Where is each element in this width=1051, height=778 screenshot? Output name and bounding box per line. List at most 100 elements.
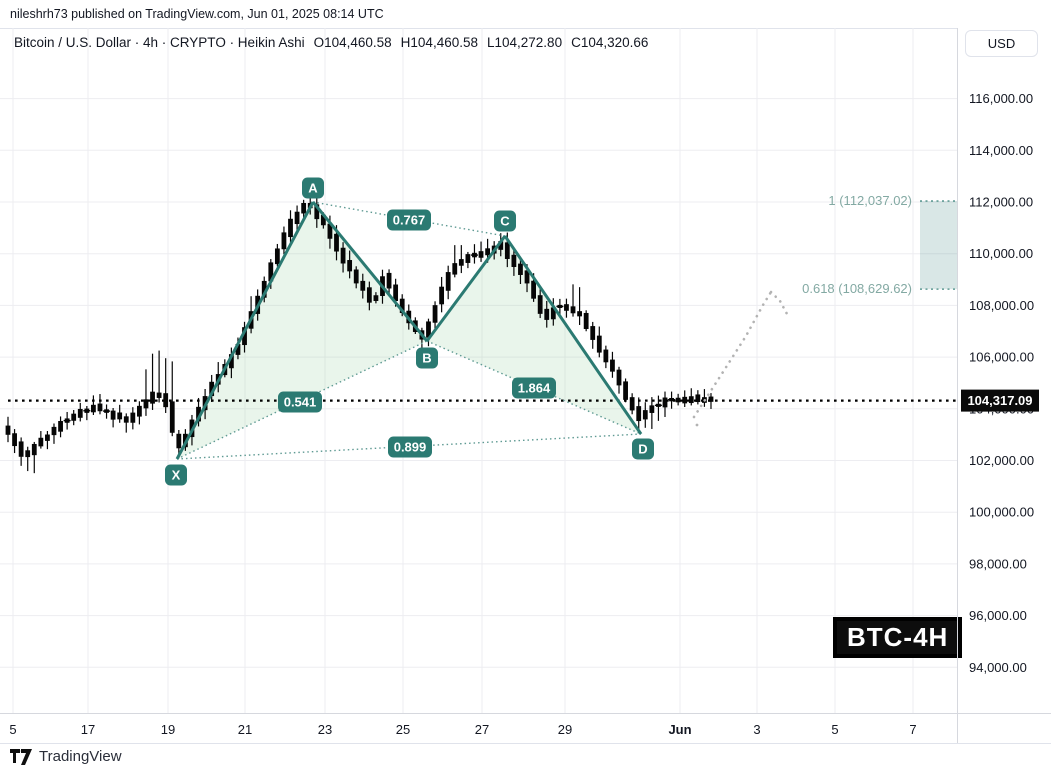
candle xyxy=(675,397,681,403)
candle xyxy=(261,280,267,298)
symbol-title: Bitcoin / U.S. Dollar · 4h · CRYPTO · He… xyxy=(14,35,305,50)
price-axis-tick-label: 110,000.00 xyxy=(969,246,1033,261)
time-axis-tick-label: 7 xyxy=(909,722,916,737)
currency-toggle-button[interactable]: USD xyxy=(965,30,1038,57)
candle xyxy=(288,218,293,238)
time-axis-tick-label: Jun xyxy=(668,722,691,737)
tradingview-logo-icon xyxy=(10,748,32,765)
candle xyxy=(393,284,399,302)
candle xyxy=(629,397,635,411)
candle xyxy=(399,298,405,314)
candle xyxy=(196,406,201,422)
candle xyxy=(623,381,628,400)
pattern-ratio-label-1.864-text: 1.864 xyxy=(518,381,551,396)
price-axis-tick-label: 116,000.00 xyxy=(969,91,1033,106)
candle xyxy=(274,248,280,265)
candle xyxy=(708,396,714,402)
candle xyxy=(169,401,175,433)
candle xyxy=(150,391,155,404)
candle xyxy=(550,307,556,320)
candle xyxy=(373,295,379,301)
candle xyxy=(176,433,182,449)
time-axis-tick-label: 5 xyxy=(831,722,838,737)
candle xyxy=(143,399,149,409)
price-axis-tick-label: 112,000.00 xyxy=(969,195,1033,210)
chart-top-border xyxy=(0,28,1051,29)
candle xyxy=(77,408,83,418)
pattern-point-label-C-text: C xyxy=(500,214,510,229)
time-axis-background[interactable] xyxy=(0,714,1051,744)
candle xyxy=(327,223,333,239)
pattern-ratio-label-0.541-text: 0.541 xyxy=(284,395,317,410)
chart-tag-label: BTC-4H xyxy=(833,617,963,658)
pattern-leg-dotted-XD xyxy=(176,433,642,460)
candle xyxy=(281,232,287,250)
price-axis-tick-label: 94,000.00 xyxy=(969,660,1027,675)
candle xyxy=(649,405,655,413)
candle xyxy=(301,202,307,214)
candle xyxy=(642,410,648,420)
candle xyxy=(583,312,589,329)
candle xyxy=(31,443,37,456)
current-price-badge-text: 104,317.09 xyxy=(967,393,1032,408)
candle xyxy=(268,262,274,282)
candle xyxy=(18,441,24,457)
ohlc-open: O104,460.58 xyxy=(313,35,392,50)
candle xyxy=(235,344,241,355)
pattern-point-label-X-text: X xyxy=(172,468,181,483)
candle xyxy=(590,326,596,340)
candle xyxy=(228,354,234,369)
candle xyxy=(353,269,359,284)
candle xyxy=(439,286,445,305)
pattern-leg-solid-XA xyxy=(175,201,315,460)
tradingview-brand-text: TradingView xyxy=(39,748,122,765)
pattern-point-label-D-text: D xyxy=(638,442,647,457)
candle xyxy=(695,394,701,403)
candle xyxy=(117,412,123,420)
time-axis-tick-label: 29 xyxy=(558,722,572,737)
time-axis-tick-label: 3 xyxy=(753,722,760,737)
candle xyxy=(242,327,247,346)
candle xyxy=(386,272,392,289)
candle xyxy=(97,403,103,412)
candle xyxy=(163,393,169,408)
tradingview-brand: TradingView xyxy=(10,748,122,765)
time-axis-tick-label: 27 xyxy=(475,722,489,737)
price-axis-tick-label: 114,000.00 xyxy=(969,143,1033,158)
candle xyxy=(596,335,602,353)
time-axis-tick-label: 23 xyxy=(318,722,332,737)
pattern-leg-solid-AB xyxy=(311,201,429,342)
candle xyxy=(156,392,162,398)
candle xyxy=(498,241,504,250)
candle xyxy=(137,405,142,417)
candle xyxy=(564,304,569,311)
candle xyxy=(577,311,582,317)
price-axis-separator[interactable] xyxy=(957,28,958,743)
time-axis-tick-label: 19 xyxy=(161,722,175,737)
candle xyxy=(478,251,484,258)
candle xyxy=(25,450,31,458)
candle xyxy=(91,404,96,413)
candle xyxy=(51,426,57,436)
candle xyxy=(320,214,326,226)
candle xyxy=(360,280,366,291)
candle xyxy=(531,280,536,299)
candle xyxy=(485,248,491,256)
candle xyxy=(209,381,215,397)
candle xyxy=(504,242,510,259)
candle xyxy=(518,263,523,275)
harmonic-pattern-fill xyxy=(427,236,641,434)
candle xyxy=(110,410,116,420)
publish-attribution: nileshrh73 published on TradingView.com,… xyxy=(10,7,384,21)
candle xyxy=(524,270,530,284)
candle xyxy=(537,295,543,314)
pattern-point-label-D-box xyxy=(632,438,654,460)
candle xyxy=(636,406,642,422)
symbol-header: Bitcoin / U.S. Dollar · 4h · CRYPTO · He… xyxy=(14,35,648,50)
fib-level-label-0618: 0.618 (108,629.62) xyxy=(802,281,912,296)
price-axis-tick-label: 102,000.00 xyxy=(969,453,1034,468)
time-axis-separator[interactable] xyxy=(0,713,1051,714)
candle xyxy=(662,397,668,408)
